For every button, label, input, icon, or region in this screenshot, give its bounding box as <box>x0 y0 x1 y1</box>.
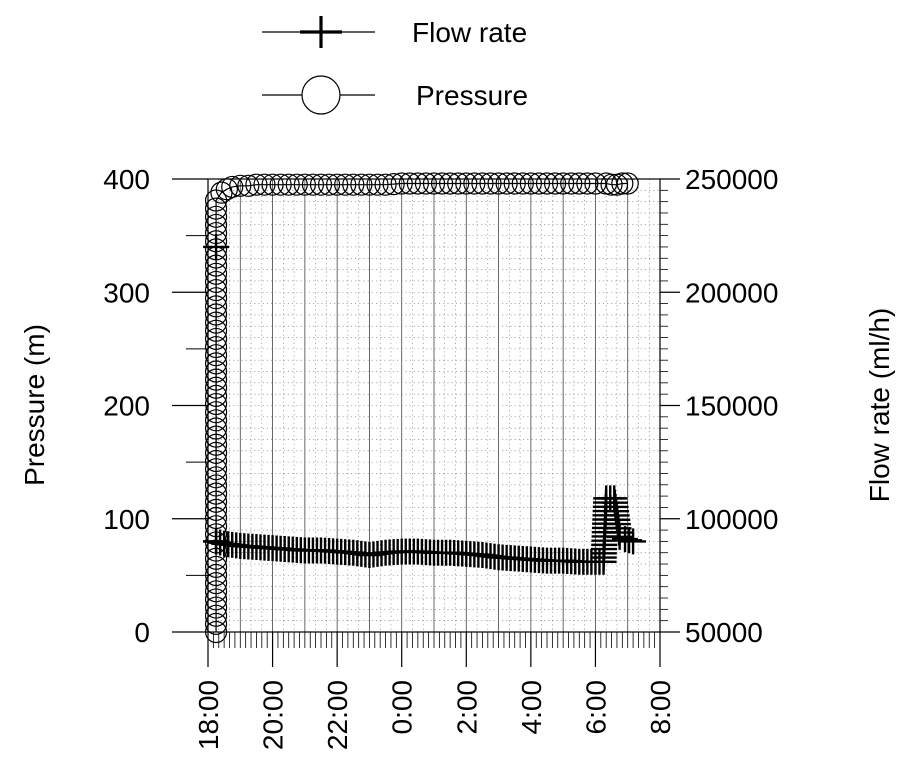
y-right-tick-label: 200000 <box>685 277 778 308</box>
data-point-circle <box>204 588 228 611</box>
data-point-circle <box>616 172 639 195</box>
data-point-circle <box>479 172 502 195</box>
series-flow-rate <box>203 233 647 575</box>
legend-marker-circle <box>301 75 341 115</box>
data-point-circle <box>204 563 228 587</box>
y-left-tick-label: 300 <box>103 277 150 308</box>
data-point-circle <box>350 173 373 196</box>
data-point-circle <box>204 604 228 627</box>
data-point-circle <box>439 172 462 195</box>
data-point-circle <box>495 172 518 195</box>
data-point-circle <box>204 596 228 619</box>
data-point-circle <box>487 172 510 195</box>
legend-item-flow-rate: Flow rate <box>262 16 527 48</box>
data-point-circle <box>204 197 228 220</box>
y-right-tick-label: 150000 <box>685 391 778 422</box>
data-point-circle <box>463 172 486 195</box>
data-point-circle <box>309 173 333 196</box>
data-point-circle <box>204 620 228 644</box>
y-left-tick-label: 400 <box>103 164 150 195</box>
data-point-circle <box>600 173 623 196</box>
data-point-circle <box>221 175 244 199</box>
y-left-tick-label: 100 <box>103 504 150 535</box>
x-tick-label: 0:00 <box>387 680 418 735</box>
x-tick-label: 22:00 <box>322 680 353 750</box>
data-point-circle <box>552 172 575 195</box>
axes: 0 100 200 300 400 50000 100000 150000 200000 2500… <box>103 164 778 750</box>
data-point-circle <box>204 205 228 228</box>
data-point-circle <box>285 173 308 196</box>
series-line <box>215 246 634 563</box>
data-point-circle <box>334 173 357 196</box>
data-point-circle <box>447 172 470 195</box>
series-layer <box>203 172 647 644</box>
legend: Flow rate Pressure <box>262 16 528 115</box>
data-point-circle <box>253 173 276 196</box>
data-point-circle <box>374 173 397 196</box>
x-tick-label: 8:00 <box>645 680 676 735</box>
data-point-circle <box>422 172 446 195</box>
data-point-circle <box>471 172 494 195</box>
data-point-circle <box>611 172 634 195</box>
data-point-circle <box>245 173 268 196</box>
data-point-circle <box>261 173 284 196</box>
y-right-tick-label: 250000 <box>685 164 778 195</box>
data-point-circle <box>204 572 228 595</box>
y-right-tick-label: 100000 <box>685 504 778 535</box>
data-point-circle <box>204 555 228 578</box>
data-point-circle <box>204 612 228 635</box>
data-point-circle <box>326 173 349 196</box>
data-point-circle <box>503 172 526 195</box>
data-point-circle <box>204 580 228 603</box>
data-point-circle <box>398 172 421 195</box>
data-point-circle <box>511 172 534 195</box>
data-point-circle <box>366 173 389 196</box>
data-point-circle <box>237 174 260 197</box>
y-right-tick-label: 50000 <box>685 617 763 648</box>
data-point-circle <box>414 172 438 195</box>
data-point-circle <box>527 172 551 195</box>
data-point-circle <box>382 172 405 196</box>
data-point-circle <box>215 178 238 201</box>
y-axis-left-label: Pressure (m) <box>19 324 50 486</box>
x-tick-label: 4:00 <box>516 680 547 735</box>
data-point-circle <box>293 173 316 196</box>
data-point-circle <box>519 172 542 195</box>
x-tick-label: 18:00 <box>193 680 224 750</box>
data-point-circle <box>543 172 567 195</box>
legend-label: Flow rate <box>412 17 527 48</box>
x-tick-label: 6:00 <box>580 680 611 735</box>
data-point-circle <box>342 173 365 196</box>
legend-label: Pressure <box>416 80 528 111</box>
y-axis-right-label: Flow rate (ml/h) <box>864 308 895 502</box>
y-left-tick-label: 0 <box>134 617 150 648</box>
data-point-circle <box>317 173 341 196</box>
legend-item-pressure: Pressure <box>262 75 528 115</box>
x-tick-label: 2:00 <box>451 680 482 735</box>
data-point-circle <box>455 172 478 195</box>
data-point-circle <box>269 173 292 196</box>
data-point-circle <box>560 172 583 195</box>
data-point-circle <box>406 172 429 195</box>
data-point-circle <box>301 173 325 196</box>
data-point-circle <box>229 174 252 197</box>
data-point-circle <box>430 172 454 195</box>
data-point-circle <box>568 172 591 195</box>
data-point-circle <box>358 173 381 196</box>
series-pressure <box>204 172 639 644</box>
data-point-circle <box>576 172 599 195</box>
data-point-circle <box>390 172 413 195</box>
data-point-circle <box>277 173 300 196</box>
y-left-tick-label: 200 <box>103 391 150 422</box>
data-point-circle <box>535 172 559 195</box>
x-tick-label: 20:00 <box>258 680 289 750</box>
